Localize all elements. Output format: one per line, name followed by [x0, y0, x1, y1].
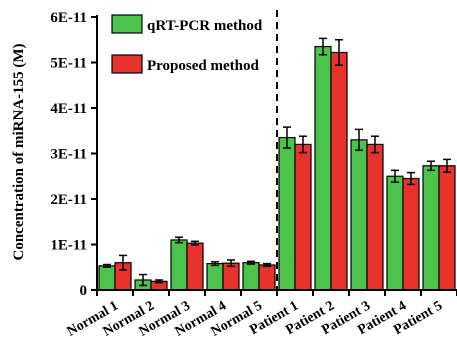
bar-qrt-pcr	[242, 262, 260, 291]
y-tick-label: 4E-11	[50, 101, 87, 117]
y-tick-label: 5E-11	[50, 56, 87, 72]
error-bars	[103, 37, 451, 287]
bar-proposed	[402, 177, 420, 291]
bar-qrt-pcr	[314, 45, 332, 291]
bar-proposed	[222, 262, 240, 291]
legend-label: qRT-PCR method	[147, 18, 263, 34]
y-axis-label: Concentration of miRNA-155 (M)	[11, 43, 27, 260]
y-tick-label: 3E-11	[50, 147, 87, 163]
legend-swatch	[111, 14, 143, 34]
bar-proposed	[438, 165, 456, 291]
bar-proposed	[330, 51, 348, 291]
legend-swatch	[111, 54, 143, 74]
bar-qrt-pcr	[206, 263, 224, 291]
bar-proposed	[258, 264, 276, 291]
bar-qrt-pcr	[170, 239, 188, 291]
legend-label: Proposed method	[147, 58, 259, 74]
bar-proposed	[186, 242, 204, 291]
bar-qrt-pcr	[386, 175, 404, 291]
legend: qRT-PCR method Proposed method	[111, 14, 263, 74]
y-axis: 0 1E-11 2E-11 3E-11 4E-11 5E-11 6E-11	[50, 10, 97, 299]
bar-qrt-pcr	[98, 265, 116, 291]
bar-proposed	[366, 143, 384, 291]
bar-qrt-pcr	[278, 136, 296, 291]
y-tick-label: 0	[80, 283, 88, 299]
y-tick-label: 1E-11	[50, 238, 87, 254]
bar-qrt-pcr	[350, 139, 368, 291]
bar-proposed	[294, 143, 312, 291]
bar-qrt-pcr	[422, 165, 440, 291]
y-tick-label: 2E-11	[50, 192, 87, 208]
y-tick-label: 6E-11	[50, 10, 87, 26]
